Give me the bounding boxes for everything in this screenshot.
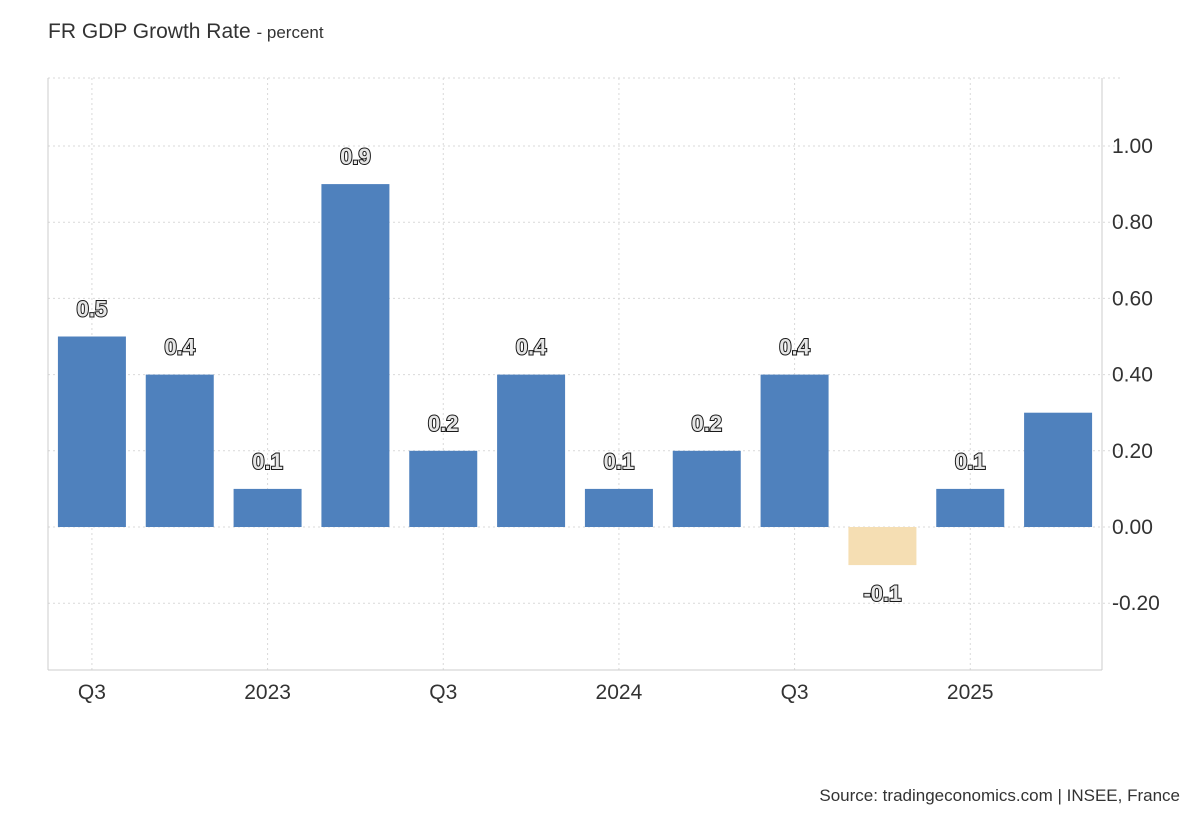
data-label: 0.2 — [428, 411, 459, 436]
data-label: -0.1 — [863, 581, 901, 606]
bar[interactable] — [497, 374, 566, 527]
bar[interactable] — [936, 488, 1005, 527]
data-label: 0.1 — [252, 449, 283, 474]
data-label: 0.1 — [955, 449, 986, 474]
y-tick-label: 0.60 — [1112, 287, 1153, 310]
x-tick-label: Q3 — [781, 681, 809, 704]
data-labels: 0.5 0.4 0.1 0.9 0.2 0.4 0.1 0.2 0.4 -0.1 0.1 — [76, 143, 987, 607]
y-tick-label: 0.00 — [1112, 516, 1153, 539]
x-tick-label: Q3 — [429, 681, 457, 704]
x-tick-label: 2024 — [596, 681, 643, 704]
bar[interactable] — [409, 450, 478, 527]
y-tick-label: 1.00 — [1112, 135, 1153, 158]
data-label: 0.1 — [604, 449, 635, 474]
data-label: 0.5 — [77, 297, 108, 322]
data-label: 0.4 — [164, 335, 195, 360]
x-tick-label: Q3 — [78, 681, 106, 704]
bar[interactable] — [57, 336, 126, 528]
bar[interactable] — [145, 374, 214, 527]
y-tick-label: 0.20 — [1112, 440, 1153, 463]
bar[interactable] — [848, 527, 917, 566]
y-tick-label: 0.40 — [1112, 364, 1153, 387]
chart-title: FR GDP Growth Rate — [48, 20, 251, 43]
data-label: 0.9 — [340, 144, 371, 169]
x-tick-label: 2023 — [244, 681, 291, 704]
bar[interactable] — [760, 374, 829, 527]
data-label: 0.4 — [516, 335, 547, 360]
source-note: Source: tradingeconomics.com | INSEE, Fr… — [819, 786, 1180, 805]
chart-unit: - percent — [256, 23, 324, 42]
bar[interactable] — [233, 488, 302, 527]
bar[interactable] — [584, 488, 653, 527]
bars — [57, 184, 1093, 566]
plot-frame — [47, 78, 1103, 671]
data-label: 0.2 — [691, 411, 722, 436]
y-tick-label: 0.80 — [1112, 211, 1153, 234]
y-tick-label: -0.20 — [1112, 592, 1160, 615]
data-label: 0.4 — [779, 335, 810, 360]
chart-title-block: FR GDP Growth Rate - percent — [48, 20, 324, 44]
x-axis-ticks: Q3 2023 Q3 2024 Q3 2025 — [78, 681, 994, 704]
bar[interactable] — [1024, 412, 1093, 527]
bar[interactable] — [321, 184, 390, 527]
y-axis-ticks: -0.20 0.00 0.20 0.40 0.60 0.80 1.00 — [1112, 135, 1160, 615]
grid-layer — [48, 77, 1122, 670]
bar[interactable] — [672, 450, 741, 527]
x-tick-label: 2025 — [947, 681, 994, 704]
